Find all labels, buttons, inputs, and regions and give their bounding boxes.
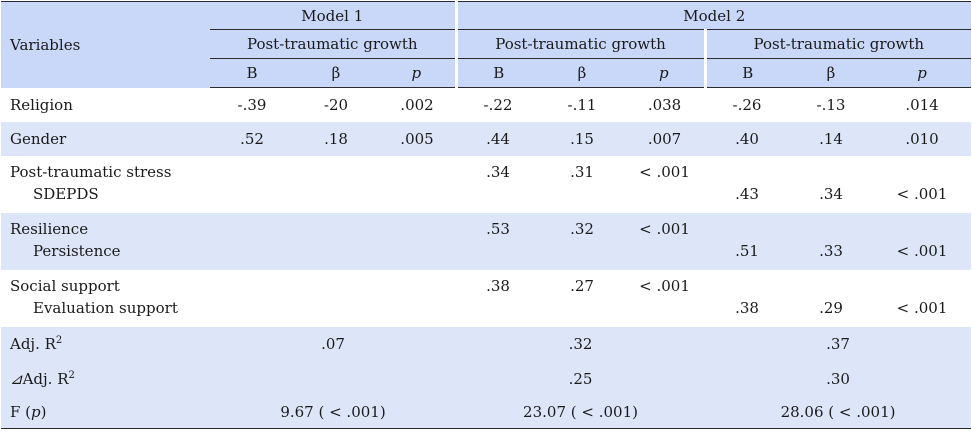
col-beta-3: β bbox=[789, 58, 874, 88]
header-row-stats: B β p B β p B β p bbox=[1, 58, 972, 88]
model-1-header: Model 1 bbox=[210, 1, 458, 30]
table-row-delta-adj-r2: ⊿Adj. R2 .25 .30 bbox=[1, 361, 972, 397]
table-row-religion: Religion -.39 -20 .002 -.22 -.11 .038 -.… bbox=[1, 87, 972, 122]
col-b-1: B bbox=[210, 58, 294, 88]
variables-header: Variables bbox=[1, 1, 210, 88]
header-row-outcomes: Post-traumatic growth Post-traumatic gro… bbox=[1, 29, 972, 59]
col-b-2: B bbox=[454, 58, 541, 88]
table-row-adj-r2: Adj. R2 .07 .32 .37 bbox=[1, 326, 972, 362]
regression-table: Variables Model 1 Model 2 Post-traumatic… bbox=[1, 1, 972, 429]
table-row-resilience: Resilience Persistence .53 .32 < .001 .51… bbox=[1, 212, 972, 270]
col-p-3: p bbox=[873, 58, 972, 88]
header-row-models: Variables Model 1 Model 2 bbox=[1, 1, 972, 88]
table-row-social-support: Social support Evaluation support .38 .27… bbox=[1, 269, 972, 327]
col-beta-1: β bbox=[294, 58, 378, 88]
model-2a-outcome: Post-traumatic growth bbox=[454, 29, 707, 59]
delta-adj-r2-label: ⊿Adj. R2 bbox=[1, 361, 210, 397]
table-row-gender: Gender .52 .18 .005 .44 .15 .007 .40 .14… bbox=[1, 121, 972, 156]
col-p-2: p bbox=[624, 58, 707, 88]
table-row-f: F (p) 9.67 ( < .001) 23.07 ( < .001) 28.… bbox=[1, 396, 972, 429]
model-2-header: Model 2 bbox=[454, 1, 972, 30]
model-1-outcome: Post-traumatic growth bbox=[210, 29, 458, 59]
table-row-stress: Post-traumatic stress SDEPDS .34 .31 < .0… bbox=[1, 155, 972, 213]
adj-r2-label: Adj. R2 bbox=[1, 326, 210, 362]
col-p-1: p bbox=[378, 58, 458, 88]
col-beta-2: β bbox=[540, 58, 625, 88]
model-2b-outcome: Post-traumatic growth bbox=[703, 29, 972, 59]
f-label: F (p) bbox=[1, 396, 210, 429]
col-b-3: B bbox=[703, 58, 790, 88]
